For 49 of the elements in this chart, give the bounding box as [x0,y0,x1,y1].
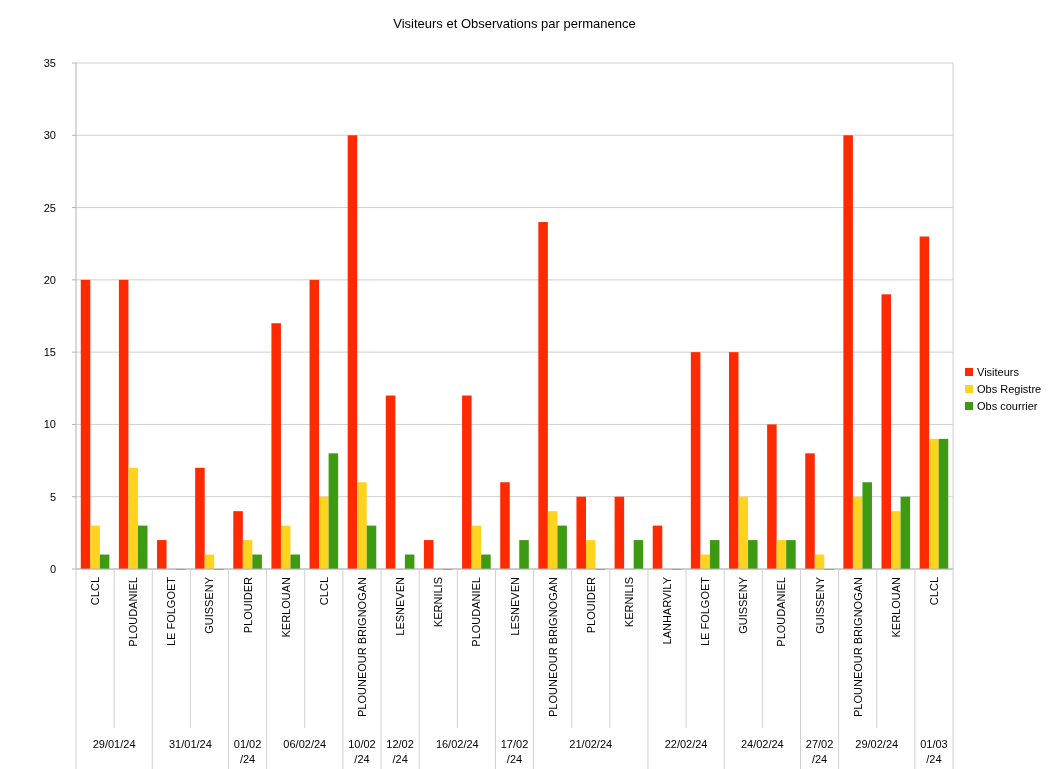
legend-label: Obs Registre [977,383,1042,395]
x-tick-label: LE FOLGOET [165,576,178,647]
x-tick-label: GUISSENY [737,576,750,634]
x-tick-label: LE FOLGOET [699,576,712,647]
x-tick-label: LANHARVILY [661,576,674,645]
x-tick-label: KERLOUAN [279,576,292,638]
y-tick-label: 25 [43,201,56,214]
y-tick-label: 10 [43,418,56,431]
x-tick-label: PLOUNEOUR BRIGNOGAN [546,576,559,717]
x-tick-label: KERLOUAN [889,576,902,638]
x-tick-label: GUISSENY [813,576,826,634]
text: 17/02/24 [500,738,529,765]
text: 12/02/24 [386,738,414,765]
x-tick-label: KERNILIS [622,577,635,628]
text: 06/02/24 [283,738,327,750]
x-tick-label: LESNEVEN [508,576,521,636]
y-tick-label: 15 [43,346,56,359]
chart-title: Visiteurs et Observations par permanence [393,16,636,31]
text: 22/02/24 [664,738,708,750]
x-tick-label: GUISSENY [203,576,216,634]
x-tick-label: LESNEVEN [394,576,407,636]
text: 01/02/24 [233,738,262,765]
text: 01/03/24 [920,738,948,765]
x-tick-label: PLOUNEOUR BRIGNOGAN [851,576,864,717]
text: 27/02/24 [805,738,834,765]
x-tick-label: PLOUDANIEL [470,577,483,647]
legend-label: Obs courrier [977,400,1038,412]
text: 31/01/24 [168,738,212,750]
text: 21/02/24 [569,738,613,750]
x-tick-label: PLOUNEOUR BRIGNOGAN [355,576,368,717]
x-tick-label: CLCL [317,577,330,606]
legend-label: Visiteurs [977,366,1020,378]
x-tick-label: PLOUIDER [584,576,597,634]
x-tick-label: KERNILIS [432,577,445,628]
y-tick-label: 5 [49,490,56,503]
text: 29/01/24 [92,738,136,750]
x-tick-label: PLOUDANIEL [775,577,788,647]
y-tick-label: 30 [43,129,56,142]
text: 10/02/24 [348,738,376,765]
y-tick-label: 0 [49,563,56,575]
x-tick-label: CLCL [927,577,940,606]
y-tick-label: 35 [43,57,56,69]
text: 16/02/24 [435,738,479,750]
x-tick-label: PLOUDANIEL [127,577,140,647]
x-tick-label: PLOUIDER [241,576,254,634]
text: 29/02/24 [855,738,899,750]
y-tick-label: 20 [43,273,56,286]
x-tick-label: CLCL [89,577,102,606]
text: 24/02/24 [740,738,784,750]
